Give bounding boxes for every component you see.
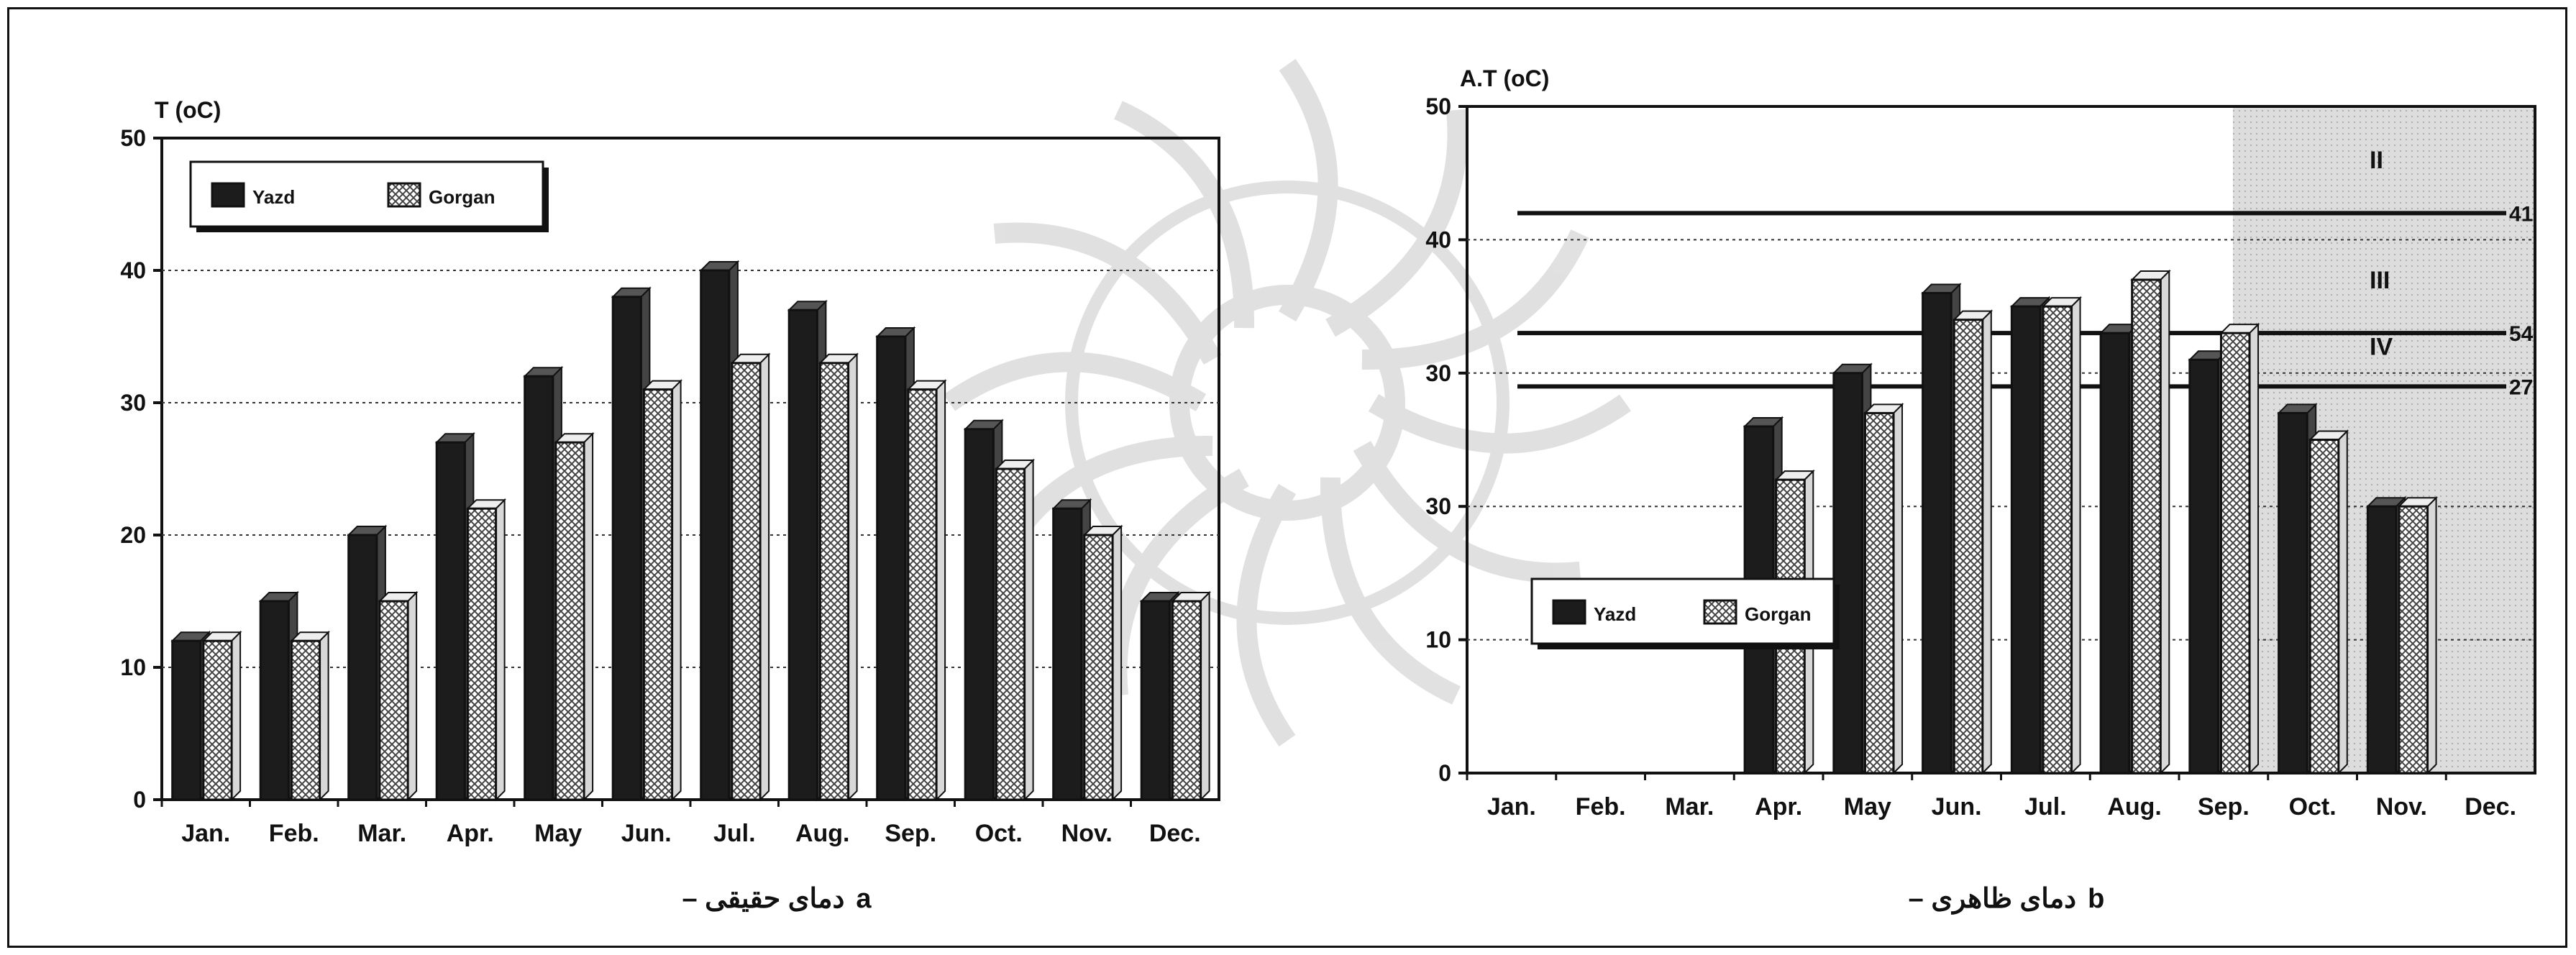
bar-gorgan — [730, 352, 771, 802]
bar-gorgan — [2397, 495, 2438, 775]
x-tick-label: Apr. — [1755, 793, 1802, 821]
legend: Yazd Gorgan — [1530, 577, 1840, 649]
x-tick-label: Sep. — [885, 820, 936, 847]
legend-label: Gorgan — [429, 186, 495, 208]
bar-gorgan — [1170, 590, 1212, 802]
bar-gorgan — [994, 458, 1036, 802]
x-tick-label: Mar. — [357, 820, 406, 847]
zone-label: IV — [2370, 334, 2393, 361]
reference-line-label: 27 — [2509, 375, 2533, 399]
x-tick-label: Jan. — [181, 820, 230, 847]
legend-swatch-yazd — [1552, 599, 1586, 625]
bar-gorgan — [2308, 429, 2349, 775]
x-tick-label: Aug. — [795, 820, 850, 847]
bar-gorgan — [2130, 269, 2171, 775]
x-tick-label: Nov. — [2376, 793, 2427, 821]
legend-label: Gorgan — [1745, 603, 1811, 625]
x-tick-label: Nov. — [1061, 820, 1113, 847]
x-tick-label: Jun. — [1932, 793, 1982, 821]
bar-gorgan — [378, 590, 419, 802]
y-tick-label: 0 — [1438, 760, 1451, 786]
x-tick-label: Aug. — [2107, 793, 2162, 821]
x-tick-label: Feb. — [269, 820, 319, 847]
legend-label: Yazd — [1594, 603, 1636, 625]
caption-text: – دمای ظاهری — [1909, 884, 2076, 915]
bar-gorgan — [1863, 403, 1904, 775]
bar-gorgan — [1082, 524, 1123, 802]
legend-box — [189, 160, 544, 228]
y-tick-label: 30 — [1425, 493, 1451, 519]
x-tick-label: May — [534, 820, 582, 847]
caption-text: – دمای حقیقی — [682, 884, 844, 914]
bar-gorgan — [641, 379, 683, 802]
bar-gorgan — [2041, 296, 2082, 775]
chart-caption: – دمای حقیقی a — [682, 884, 872, 914]
legend-swatch-gorgan — [1703, 599, 1737, 625]
y-tick-label: 10 — [1425, 627, 1451, 653]
x-tick-label: Mar. — [1665, 793, 1714, 821]
y-tick-label: 50 — [1425, 93, 1451, 119]
x-tick-label: Oct. — [2289, 793, 2337, 821]
bar-gorgan — [1952, 309, 1993, 775]
bar-gorgan — [289, 630, 331, 802]
legend: Yazd Gorgan — [189, 160, 549, 232]
caption-letter: b — [2088, 884, 2104, 914]
y-tick-label: 10 — [120, 654, 146, 680]
bar-gorgan — [554, 431, 595, 802]
reference-line-label: 41 — [2509, 202, 2533, 226]
bar-gorgan — [201, 630, 242, 802]
legend-label: Yazd — [252, 186, 295, 208]
y-axis-label: A.T (oC) — [1460, 65, 1549, 91]
caption-letter: a — [856, 884, 872, 914]
reference-line-label: 54 — [2509, 322, 2534, 346]
chart-caption: – دمای ظاهری b — [1909, 884, 2105, 915]
x-tick-label: Jul. — [2024, 793, 2067, 821]
y-tick-label: 40 — [120, 257, 146, 283]
y-tick-label: 40 — [1425, 227, 1451, 252]
x-tick-label: Sep. — [2198, 793, 2250, 821]
x-tick-label: May — [1844, 793, 1891, 821]
y-axis-label: T (oC) — [155, 97, 221, 123]
bar-gorgan — [818, 352, 859, 802]
x-tick-label: Oct. — [975, 820, 1023, 847]
y-tick-label: 0 — [133, 787, 146, 813]
y-tick-label: 20 — [120, 522, 146, 548]
legend-swatch-gorgan — [387, 182, 421, 208]
bar-gorgan — [465, 498, 507, 802]
y-tick-label: 50 — [120, 125, 146, 151]
bar-gorgan — [2219, 322, 2260, 775]
zone-label: III — [2370, 267, 2390, 294]
zone-label: II — [2370, 147, 2383, 174]
x-tick-label: Dec. — [2465, 793, 2516, 821]
legend-swatch-yazd — [211, 182, 245, 208]
bar-gorgan — [906, 379, 947, 802]
y-tick-label: 30 — [120, 390, 146, 416]
x-tick-label: Jan. — [1487, 793, 1536, 821]
x-tick-label: Apr. — [447, 820, 494, 847]
x-tick-label: Dec. — [1149, 820, 1201, 847]
x-tick-label: Jul. — [713, 820, 756, 847]
x-tick-label: Feb. — [1576, 793, 1626, 821]
y-tick-label: 30 — [1425, 360, 1451, 386]
x-tick-label: Jun. — [621, 820, 672, 847]
